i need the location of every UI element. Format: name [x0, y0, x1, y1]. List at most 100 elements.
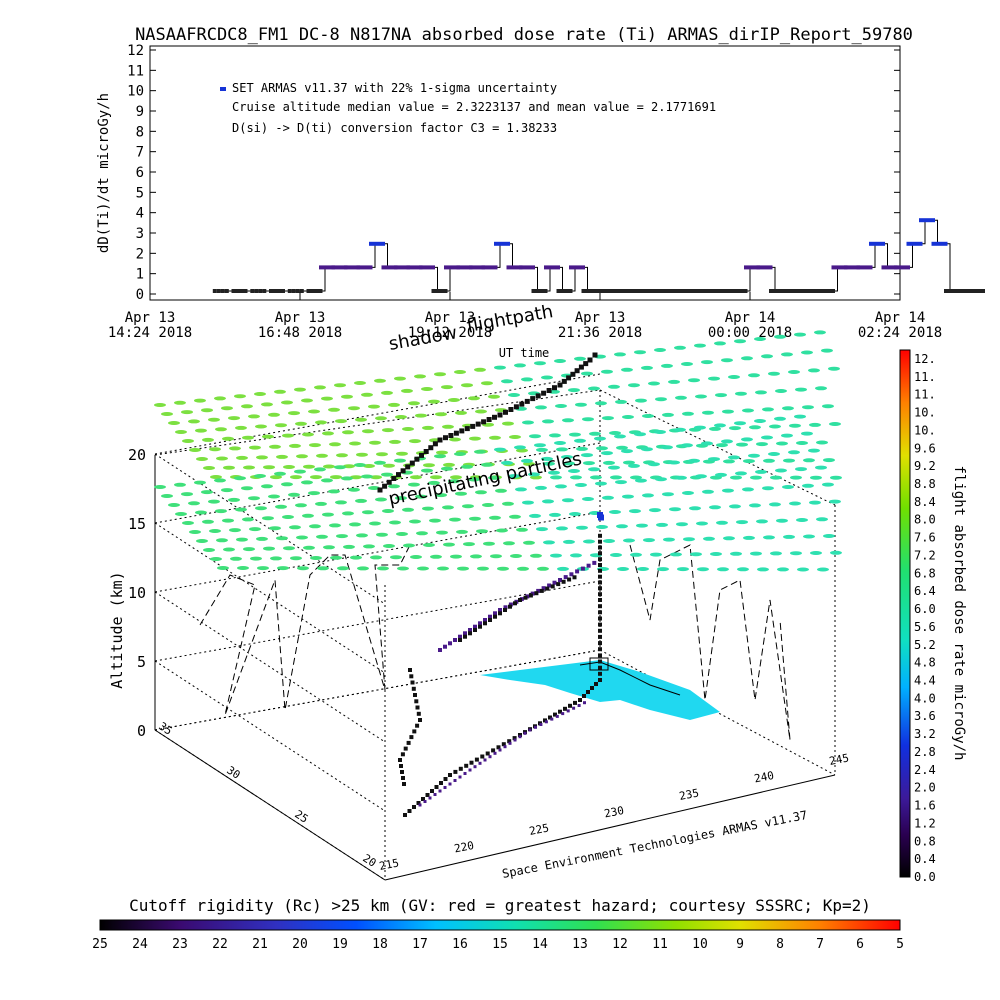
particle-cell — [681, 362, 693, 366]
particle-cell — [382, 428, 394, 433]
dose-point — [910, 241, 915, 246]
dose-point — [299, 289, 304, 293]
particle-cell — [403, 543, 415, 548]
trajectory-point — [580, 566, 585, 571]
particle-cell — [328, 489, 340, 494]
particle-cell — [255, 424, 267, 429]
dose-point — [794, 289, 798, 293]
particle-cell — [701, 441, 713, 446]
dose-point — [743, 289, 748, 293]
particle-cell — [608, 384, 620, 389]
x-tick-time: 19:12 2018 — [408, 325, 492, 341]
particle-cell — [237, 566, 249, 570]
particle-cell — [349, 522, 361, 527]
particle-cell — [629, 509, 641, 514]
dose-point — [535, 289, 540, 293]
trajectory-point — [492, 414, 497, 420]
particle-cell — [323, 545, 335, 550]
particle-cell — [308, 409, 320, 414]
particle-cell — [216, 456, 228, 461]
trajectory-point — [544, 720, 548, 724]
particle-cell — [615, 399, 627, 404]
particle-cell — [742, 408, 754, 413]
trajectory-point — [503, 605, 508, 610]
particle-cell — [303, 545, 315, 550]
dose-point — [273, 289, 277, 293]
trajectory-point — [488, 755, 492, 759]
x-tick-time: 00:00 2018 — [708, 325, 792, 341]
particle-cell — [641, 365, 653, 370]
dose-point — [802, 289, 806, 293]
legend-line-2: Cruise altitude median value = 2.3223137… — [232, 100, 716, 114]
trajectory-point — [458, 634, 462, 639]
dose-point — [869, 241, 873, 246]
dose-point — [519, 265, 523, 270]
particle-cell — [529, 513, 541, 518]
rigidity-tick-label: 10 — [692, 937, 708, 952]
longitude-ticks: 215 220 225 230 235 240 245 — [378, 751, 850, 873]
particle-cell — [795, 387, 807, 392]
dose-point — [839, 265, 844, 270]
rigidity-tick-label: 18 — [372, 937, 388, 952]
particle-cell — [462, 504, 474, 509]
particle-cell — [535, 405, 547, 410]
particle-cell — [202, 519, 214, 524]
particle-cell — [329, 523, 341, 528]
particle-cell — [203, 466, 215, 470]
dose-point — [556, 289, 561, 293]
trajectory-point — [403, 813, 407, 817]
particle-cell — [430, 554, 442, 559]
particle-cell — [614, 434, 626, 439]
dose-point — [927, 218, 931, 223]
particle-cell — [830, 550, 842, 555]
particle-cell — [354, 463, 366, 467]
trajectory-point — [407, 809, 412, 813]
dose-point — [556, 265, 560, 270]
trajectory-point — [408, 668, 412, 672]
particle-cell — [536, 447, 548, 452]
trajectory-point — [523, 731, 527, 735]
colorbar-tick-label: 10. — [914, 423, 936, 437]
particle-cell — [782, 485, 794, 489]
dose-point — [531, 265, 535, 270]
legend-marker — [220, 87, 226, 91]
dose-point — [287, 289, 292, 293]
particle-cell — [734, 421, 746, 426]
altitude-tick-label: 20 — [128, 446, 146, 464]
dose-point — [439, 289, 444, 293]
dose-point — [331, 265, 336, 270]
trajectory-point — [458, 775, 462, 779]
dose-point — [635, 289, 640, 293]
dose-point — [943, 241, 948, 246]
particle-cell — [468, 396, 480, 401]
particle-cell — [583, 539, 595, 544]
particle-cell — [209, 529, 221, 533]
dose-point — [423, 265, 427, 270]
dose-point — [606, 289, 611, 293]
particle-cell — [423, 543, 435, 547]
particle-cell — [215, 509, 227, 514]
particle-cell — [534, 361, 546, 366]
colorbar-tick-label: 8.4 — [914, 495, 936, 509]
particle-cell — [789, 501, 801, 506]
longitude-tick-label: 245 — [828, 751, 850, 768]
trajectory-point — [491, 748, 496, 753]
dose-point — [444, 265, 448, 270]
dose-point — [752, 265, 756, 270]
longitude-tick-label: 220 — [453, 839, 475, 856]
trajectory-point — [598, 610, 602, 615]
particle-cell — [550, 553, 562, 558]
dose-point — [327, 265, 331, 270]
particle-cell — [223, 547, 235, 552]
dose-point — [552, 265, 556, 270]
particle-cell — [554, 359, 566, 363]
trajectory-point — [421, 797, 425, 801]
trajectory-point — [552, 580, 557, 585]
dose-point — [514, 265, 519, 270]
particle-cell — [768, 452, 780, 456]
particle-cell — [455, 410, 467, 415]
dose-point — [819, 289, 823, 293]
dose-point — [398, 265, 402, 270]
rigidity-tick-label: 8 — [776, 937, 784, 952]
particle-cell — [457, 566, 469, 571]
